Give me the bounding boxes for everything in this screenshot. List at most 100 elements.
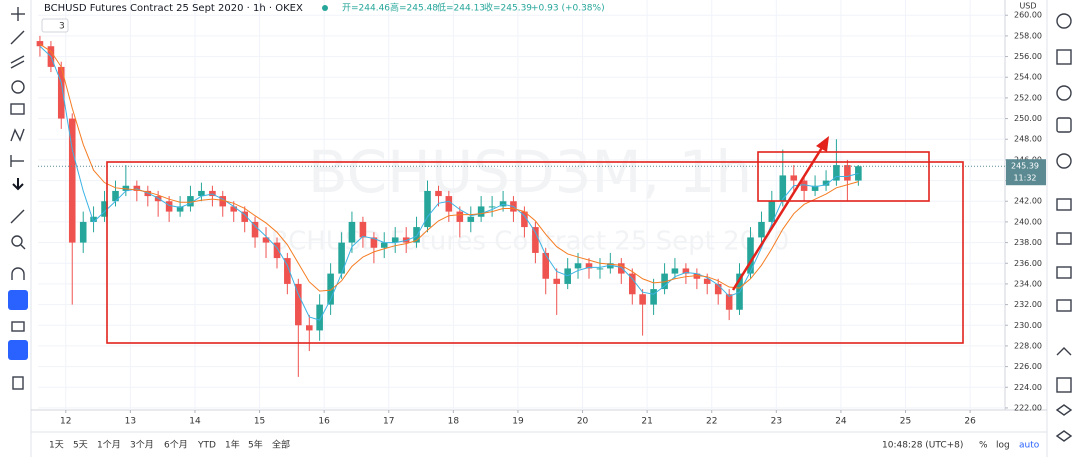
candle-body (800, 180, 808, 191)
candle-body (532, 227, 539, 253)
indicator-count[interactable]: 3 (59, 22, 65, 32)
candle-body (306, 325, 313, 331)
drawn-rectangle[interactable] (757, 151, 930, 202)
candle-body (122, 185, 130, 191)
sidebar-icon[interactable] (1056, 232, 1072, 245)
candle-body (176, 206, 184, 212)
x-tick-label: 22 (706, 417, 717, 427)
drawn-rectangle[interactable] (106, 161, 964, 344)
tool-icon[interactable] (10, 209, 25, 224)
option-button[interactable]: % (979, 441, 988, 451)
candle-body (251, 221, 259, 238)
drawn-arrow-head[interactable] (816, 136, 829, 152)
option-button[interactable]: log (996, 441, 1010, 451)
tool-icon[interactable] (11, 321, 25, 332)
candle-body (101, 201, 108, 217)
sidebar-icon[interactable] (1056, 198, 1072, 211)
range-button[interactable]: 1年 (225, 439, 240, 451)
tool-icon[interactable] (10, 103, 25, 115)
tool-icon[interactable] (10, 30, 25, 45)
status-dot (322, 5, 328, 11)
range-button[interactable]: 全部 (272, 439, 290, 451)
candle-body (316, 304, 323, 331)
sidebar-icon[interactable] (1056, 153, 1072, 169)
candle-body (779, 175, 787, 202)
tool-icon[interactable] (11, 7, 25, 21)
x-tick-label: 12 (60, 417, 71, 427)
tool-icon[interactable] (10, 128, 25, 142)
clock: 10:48:28 (UTC+8) (882, 441, 963, 451)
candle-body (790, 175, 798, 181)
watermark-subtitle: BCHUSD Futures Contract 25 Sept 2020 (271, 227, 790, 257)
tool-icon[interactable] (12, 376, 24, 390)
tool-icon[interactable] (11, 80, 25, 94)
candle-body (230, 206, 238, 212)
candle-body (413, 227, 420, 243)
candle-body (219, 196, 227, 207)
range-button[interactable]: 5年 (248, 439, 263, 451)
sidebar-icon[interactable] (1056, 49, 1072, 65)
x-tick-label: 25 (900, 417, 911, 427)
sidebar-icon[interactable] (1056, 85, 1072, 101)
sidebar-icon[interactable] (1055, 430, 1073, 442)
sidebar-icon[interactable] (1056, 377, 1072, 393)
range-button[interactable]: 6个月 (164, 440, 188, 451)
tool-icon[interactable] (10, 55, 25, 69)
left-toolbar (8, 0, 32, 457)
range-button[interactable]: 1个月 (97, 440, 121, 451)
candle-body (542, 252, 550, 279)
price-change: +0.93 (+0.38%) (531, 4, 605, 14)
currency: USD (1019, 2, 1036, 11)
x-tick-label: 16 (318, 417, 330, 427)
moving-average (39, 43, 859, 292)
candle-body (693, 273, 701, 279)
y-tick-label: 260.00 (1014, 11, 1042, 20)
sidebar-icon[interactable] (1056, 347, 1072, 356)
sidebar-icon[interactable] (1056, 299, 1072, 312)
y-tick-label: 230.00 (1014, 321, 1042, 330)
y-tick-label: 254.00 (1014, 73, 1042, 82)
sidebar-icon[interactable] (1056, 117, 1072, 133)
candle-body (424, 190, 431, 228)
sidebar-icon[interactable] (1056, 266, 1072, 279)
moving-average (39, 45, 859, 321)
range-button[interactable]: 3个月 (130, 440, 154, 451)
symbol-title[interactable]: BCHUSD Futures Contract 25 Sept 2020 · 1… (44, 3, 303, 14)
x-tick-label: 20 (577, 417, 589, 427)
sidebar-icon[interactable] (1056, 13, 1072, 29)
watermark: BCHUSD3M, 1h (308, 138, 752, 206)
y-tick-label: 238.00 (1014, 238, 1042, 247)
candle-body (370, 237, 378, 248)
y-tick-label: 256.00 (1014, 52, 1042, 61)
range-button[interactable]: 5天 (73, 441, 88, 451)
tool-icon-active[interactable] (8, 340, 28, 360)
candle-body (639, 294, 646, 305)
candle-body (768, 201, 776, 222)
last-price-label: 245.39 (1011, 162, 1039, 171)
sidebar-icon[interactable] (1055, 404, 1073, 416)
candle-body (703, 278, 711, 284)
x-tick-label: 26 (964, 417, 976, 427)
y-tick-label: 226.00 (1014, 362, 1042, 371)
candle-body (650, 289, 657, 305)
range-button[interactable]: 1天 (49, 441, 64, 451)
tool-icon[interactable] (11, 267, 25, 280)
tool-icon[interactable] (12, 178, 24, 191)
candle-body (477, 206, 485, 217)
ohlc-close: 收=245.39 (484, 2, 532, 14)
y-tick-label: 232.00 (1014, 300, 1042, 309)
drawn-arrow[interactable] (731, 145, 825, 291)
candle-body (456, 211, 464, 222)
candle-body (435, 190, 442, 197)
candle-body (295, 283, 302, 326)
candle-body (682, 268, 690, 274)
indicator-toggle[interactable] (41, 18, 69, 33)
range-button[interactable]: YTD (197, 441, 216, 451)
tool-icon[interactable] (10, 155, 24, 167)
option-button[interactable]: auto (1019, 441, 1040, 451)
tool-icon[interactable] (11, 235, 26, 250)
y-tick-label: 258.00 (1014, 31, 1042, 40)
candle-body (844, 165, 851, 181)
candle-body (521, 211, 528, 228)
tool-icon-active[interactable] (8, 290, 28, 310)
